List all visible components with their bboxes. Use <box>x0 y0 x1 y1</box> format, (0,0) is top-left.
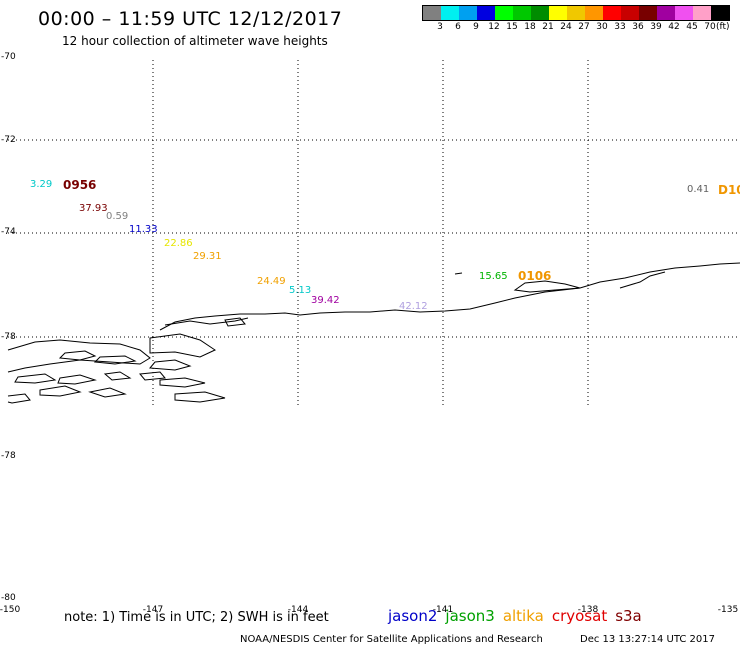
map-title: 00:00 – 11:59 UTC 12/12/2017 <box>38 8 343 30</box>
wave-height-label: 42.12 <box>399 301 428 312</box>
island <box>93 355 137 365</box>
colorbar-tick-label: 9 <box>473 22 479 32</box>
island <box>224 317 246 327</box>
pass-time-label: 0106 <box>518 269 552 283</box>
legend-cryosat: cryosat <box>551 607 608 625</box>
island <box>57 374 97 385</box>
colorbar-swatch <box>693 6 711 20</box>
colorbar-swatch <box>459 6 477 20</box>
lon-label: -141 <box>432 605 454 615</box>
colorbar-tick-label: 36 <box>632 22 644 32</box>
pass-time-label: D10 <box>718 183 740 197</box>
colorbar-swatch <box>513 6 531 20</box>
colorbar-swatch <box>585 6 603 20</box>
colorbar-swatch <box>657 6 675 20</box>
colorbar-tick-label: 42 <box>668 22 680 32</box>
island <box>148 359 192 371</box>
colorbar <box>422 5 730 21</box>
colorbar-swatch <box>423 6 441 20</box>
colorbar-tick-label: 21 <box>542 22 554 32</box>
colorbar-tick-label: 39 <box>650 22 662 32</box>
colorbar-swatch <box>621 6 639 20</box>
wave-height-label: 39.42 <box>311 295 340 306</box>
lat-label: -78 <box>1 451 16 461</box>
wave-height-label: 37.93 <box>79 203 108 214</box>
island <box>88 387 127 398</box>
pass-time-label: 0956 <box>63 178 97 192</box>
wave-height-label: 15.65 <box>479 271 508 282</box>
ice-shelf <box>7 339 151 373</box>
colorbar-tick-label: 33 <box>614 22 626 32</box>
lon-label: -147 <box>142 605 164 615</box>
colorbar-swatch <box>531 6 549 20</box>
wave-height-label: 3.29 <box>30 179 53 190</box>
island <box>454 272 463 275</box>
colorbar-tick-label: 70 <box>704 22 716 32</box>
wave-height-label: 5.13 <box>289 285 312 296</box>
lon-label: -144 <box>287 605 309 615</box>
lat-label: -78 <box>1 332 16 342</box>
legend-s3a: s3a <box>615 607 642 625</box>
map-subtitle: 12 hour collection of altimeter wave hei… <box>62 34 328 48</box>
coastline <box>7 262 740 404</box>
lat-label: -80 <box>1 593 16 603</box>
lon-label: -138 <box>577 605 599 615</box>
shelf-edge <box>149 333 217 358</box>
colorbar-swatch <box>495 6 513 20</box>
colorbar-swatch <box>441 6 459 20</box>
island <box>39 385 82 397</box>
colorbar-tick-label: 24 <box>560 22 572 32</box>
colorbar-tick-label: 30 <box>596 22 608 32</box>
lat-label: -72 <box>1 135 16 145</box>
island <box>58 350 97 361</box>
wave-height-label: 24.49 <box>257 276 286 287</box>
colorbar-unit-label: (ft) <box>716 22 730 32</box>
units-note: note: 1) Time is in UTC; 2) SWH is in fe… <box>64 610 329 625</box>
colorbar-swatch <box>567 6 585 20</box>
colorbar-tick-label: 18 <box>524 22 536 32</box>
legend-altika: altika <box>502 607 544 625</box>
colorbar-tick-label: 6 <box>455 22 461 32</box>
colorbar-swatch <box>675 6 693 20</box>
island <box>139 371 166 381</box>
wave-height-label: 22.86 <box>164 238 193 249</box>
island <box>159 377 206 388</box>
colorbar-swatch <box>639 6 657 20</box>
legend-jason2: jason2 <box>388 607 438 625</box>
colorbar-swatch <box>711 6 729 20</box>
colorbar-swatch <box>549 6 567 20</box>
wave-height-label: 11.33 <box>129 224 158 235</box>
island <box>103 371 132 381</box>
lon-label: -135 <box>717 605 739 615</box>
colorbar-swatch <box>603 6 621 20</box>
colorbar-labels: (ft) 3 6 9 12 15 18 21 24 27 30 33 36 39 42 45 70 <box>422 22 740 34</box>
island <box>174 391 226 403</box>
colorbar-swatch <box>477 6 495 20</box>
colorbar-tick-label: 12 <box>488 22 500 32</box>
legend-jason3: jason3 <box>445 607 495 625</box>
colorbar-tick-label: 27 <box>578 22 590 32</box>
lon-label: -150 <box>0 605 21 615</box>
lat-label: -70 <box>1 52 16 62</box>
wave-height-label: 0.59 <box>106 211 129 222</box>
wave-height-label: 0.41 <box>687 184 710 195</box>
wave-height-label: 29.31 <box>193 251 222 262</box>
satellite-legend: jason2 jason3 altika cryosat s3a <box>388 607 642 625</box>
colorbar-tick-label: 15 <box>506 22 518 32</box>
island <box>7 393 31 404</box>
coast-inlet <box>513 280 581 293</box>
credit-organization: NOAA/NESDIS Center for Satellite Applica… <box>240 634 543 645</box>
colorbar-tick-label: 45 <box>686 22 698 32</box>
coast-notch <box>164 317 249 326</box>
island <box>14 373 57 384</box>
lat-label: -74 <box>1 227 16 237</box>
coast-inlet <box>619 271 666 289</box>
credit-timestamp: Dec 13 13:27:14 UTC 2017 <box>580 634 715 645</box>
antarctic-coastline <box>159 262 740 331</box>
colorbar-tick-label: 3 <box>437 22 443 32</box>
